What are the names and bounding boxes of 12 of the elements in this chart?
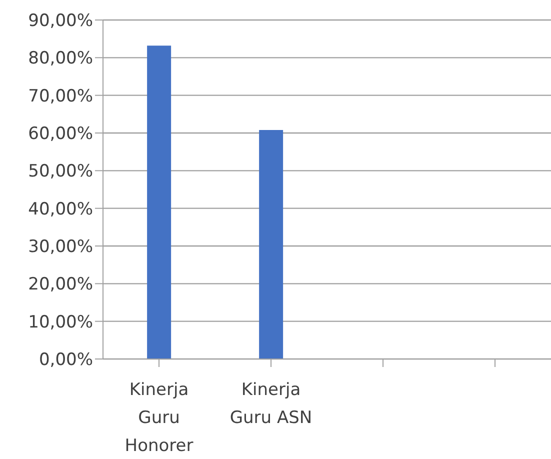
- y-tick-label: 10,00%: [28, 312, 93, 332]
- y-tick-label: 0,00%: [38, 350, 93, 370]
- y-tick-label: 40,00%: [28, 199, 93, 220]
- y-tick-label: 60,00%: [28, 124, 93, 144]
- y-tick-label: 30,00%: [28, 237, 93, 258]
- y-tick-label: 80,00%: [28, 48, 93, 69]
- y-tick-label: 90,00%: [28, 11, 93, 32]
- y-tick-label: 50,00%: [28, 162, 93, 182]
- y-tick-label: 70,00%: [28, 86, 93, 106]
- y-tick-label: 20,00%: [28, 274, 93, 295]
- x-tick-label: Kinerja Guru ASN: [230, 380, 312, 428]
- x-tick-label: Kinerja Guru Honorer: [124, 380, 194, 456]
